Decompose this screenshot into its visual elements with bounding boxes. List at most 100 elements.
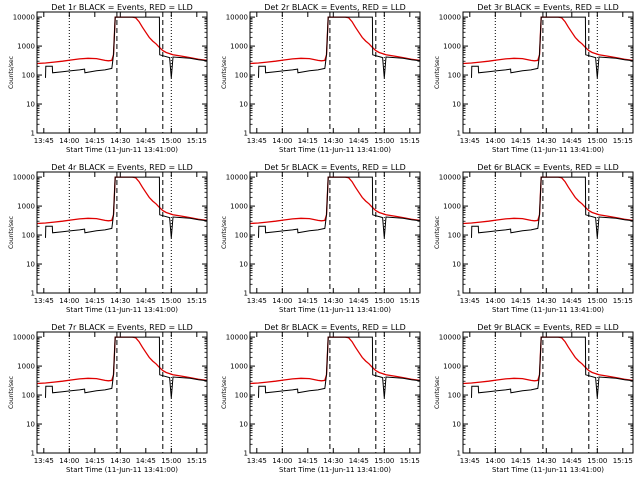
x-tick-label: 15:00 xyxy=(374,137,394,145)
x-tick-label: 14:45 xyxy=(136,137,156,145)
x-tick-label: 14:45 xyxy=(136,297,156,305)
y-axis-label: Counts/sec xyxy=(434,376,441,409)
x-tick-label: 13:45 xyxy=(34,457,54,465)
x-tick-label: 14:45 xyxy=(562,137,582,145)
plot-frame xyxy=(36,331,208,454)
plot-frame xyxy=(462,331,634,454)
x-tick-label: 14:15 xyxy=(298,137,318,145)
x-tick-label: 14:00 xyxy=(59,137,79,145)
y-tick-label: 100 xyxy=(22,72,35,80)
panel-title: Det 3r BLACK = Events, RED = LLD xyxy=(477,3,619,12)
x-tick-label: 15:00 xyxy=(587,457,607,465)
panel-title: Det 2r BLACK = Events, RED = LLD xyxy=(264,3,406,12)
x-tick-label: 15:15 xyxy=(613,297,633,305)
x-tick-label: 14:45 xyxy=(562,297,582,305)
x-tick-label: 15:00 xyxy=(161,457,181,465)
y-tick-label: 1000 xyxy=(443,363,461,371)
lld-series-line xyxy=(249,336,421,385)
y-tick-label: 1 xyxy=(244,130,248,138)
events-series-line xyxy=(471,336,634,398)
x-tick-label: 13:45 xyxy=(247,297,267,305)
x-axis-label: Start Time (11-Jun-11 13:41:00) xyxy=(66,466,178,474)
events-series-line xyxy=(45,336,208,398)
x-tick-label: 14:15 xyxy=(298,297,318,305)
plot-frame xyxy=(249,331,421,454)
x-tick-label: 14:30 xyxy=(536,297,556,305)
lld-series-line xyxy=(249,176,421,225)
x-tick-label: 14:30 xyxy=(110,457,130,465)
events-series-line xyxy=(471,16,634,78)
x-axis-label: Start Time (11-Jun-11 13:41:00) xyxy=(66,146,178,154)
y-tick-label: 10000 xyxy=(226,14,248,22)
panel-det-5: Det 5r BLACK = Events, RED = LLD Counts/s… xyxy=(221,163,421,314)
x-tick-label: 15:00 xyxy=(374,457,394,465)
x-tick-label: 13:45 xyxy=(34,297,54,305)
x-tick-label: 13:45 xyxy=(34,137,54,145)
panel-title: Det 9r BLACK = Events, RED = LLD xyxy=(477,323,619,332)
y-tick-label: 100 xyxy=(235,232,248,240)
x-tick-label: 14:30 xyxy=(323,297,343,305)
plot-frame xyxy=(249,171,421,294)
y-tick-label: 10 xyxy=(239,421,248,429)
panel-det-3: Det 3r BLACK = Events, RED = LLD Counts/s… xyxy=(434,3,634,154)
x-axis-label: Start Time (11-Jun-11 13:41:00) xyxy=(279,146,391,154)
x-tick-label: 14:15 xyxy=(85,297,105,305)
y-tick-label: 1000 xyxy=(443,203,461,211)
x-tick-label: 15:15 xyxy=(400,137,420,145)
x-tick-label: 14:15 xyxy=(511,457,531,465)
x-tick-label: 15:00 xyxy=(587,297,607,305)
panel-title: Det 6r BLACK = Events, RED = LLD xyxy=(477,163,619,172)
panel-title: Det 1r BLACK = Events, RED = LLD xyxy=(51,3,193,12)
x-tick-label: 15:15 xyxy=(400,297,420,305)
y-tick-label: 100 xyxy=(448,72,461,80)
x-axis-label: Start Time (11-Jun-11 13:41:00) xyxy=(492,306,604,314)
y-tick-label: 1 xyxy=(457,130,461,138)
x-axis-label: Start Time (11-Jun-11 13:41:00) xyxy=(492,146,604,154)
x-tick-label: 14:45 xyxy=(349,457,369,465)
lld-series-line xyxy=(36,336,208,385)
x-tick-label: 14:30 xyxy=(536,137,556,145)
x-tick-label: 14:15 xyxy=(298,457,318,465)
x-axis-label: Start Time (11-Jun-11 13:41:00) xyxy=(66,306,178,314)
x-tick-label: 15:00 xyxy=(161,297,181,305)
x-tick-label: 15:15 xyxy=(400,457,420,465)
y-tick-label: 10 xyxy=(26,421,35,429)
x-tick-label: 15:15 xyxy=(613,457,633,465)
x-tick-label: 14:00 xyxy=(485,297,505,305)
lld-series-line xyxy=(462,176,634,225)
y-axis-label: Counts/sec xyxy=(221,376,228,409)
x-axis-label: Start Time (11-Jun-11 13:41:00) xyxy=(279,306,391,314)
panel-title: Det 7r BLACK = Events, RED = LLD xyxy=(51,323,193,332)
panel-det-2: Det 2r BLACK = Events, RED = LLD Counts/s… xyxy=(221,3,421,154)
y-tick-label: 10000 xyxy=(439,174,461,182)
plot-frame xyxy=(462,11,634,134)
y-tick-label: 1 xyxy=(457,450,461,458)
y-tick-label: 1 xyxy=(31,450,35,458)
x-tick-label: 14:45 xyxy=(562,457,582,465)
y-axis-label: Counts/sec xyxy=(8,376,15,409)
y-tick-label: 10000 xyxy=(13,14,35,22)
y-tick-label: 10 xyxy=(26,261,35,269)
x-tick-label: 15:00 xyxy=(587,137,607,145)
x-tick-label: 14:15 xyxy=(85,137,105,145)
events-series-line xyxy=(258,16,421,78)
y-tick-label: 10 xyxy=(452,421,461,429)
x-tick-label: 14:30 xyxy=(110,297,130,305)
x-tick-label: 14:15 xyxy=(85,457,105,465)
y-tick-label: 1000 xyxy=(17,43,35,51)
x-tick-label: 13:45 xyxy=(460,137,480,145)
x-tick-label: 14:00 xyxy=(485,137,505,145)
events-series-line xyxy=(45,176,208,238)
panel-det-1: Det 1r BLACK = Events, RED = LLD Counts/s… xyxy=(8,3,208,154)
x-tick-label: 14:15 xyxy=(511,297,531,305)
x-tick-label: 14:00 xyxy=(272,297,292,305)
panel-title: Det 8r BLACK = Events, RED = LLD xyxy=(264,323,406,332)
x-axis-label: Start Time (11-Jun-11 13:41:00) xyxy=(279,466,391,474)
x-tick-label: 15:15 xyxy=(613,137,633,145)
y-tick-label: 1000 xyxy=(230,203,248,211)
y-tick-label: 1000 xyxy=(230,363,248,371)
y-tick-label: 1000 xyxy=(230,43,248,51)
x-tick-label: 14:00 xyxy=(59,297,79,305)
x-tick-label: 14:00 xyxy=(272,137,292,145)
x-tick-label: 14:00 xyxy=(485,457,505,465)
